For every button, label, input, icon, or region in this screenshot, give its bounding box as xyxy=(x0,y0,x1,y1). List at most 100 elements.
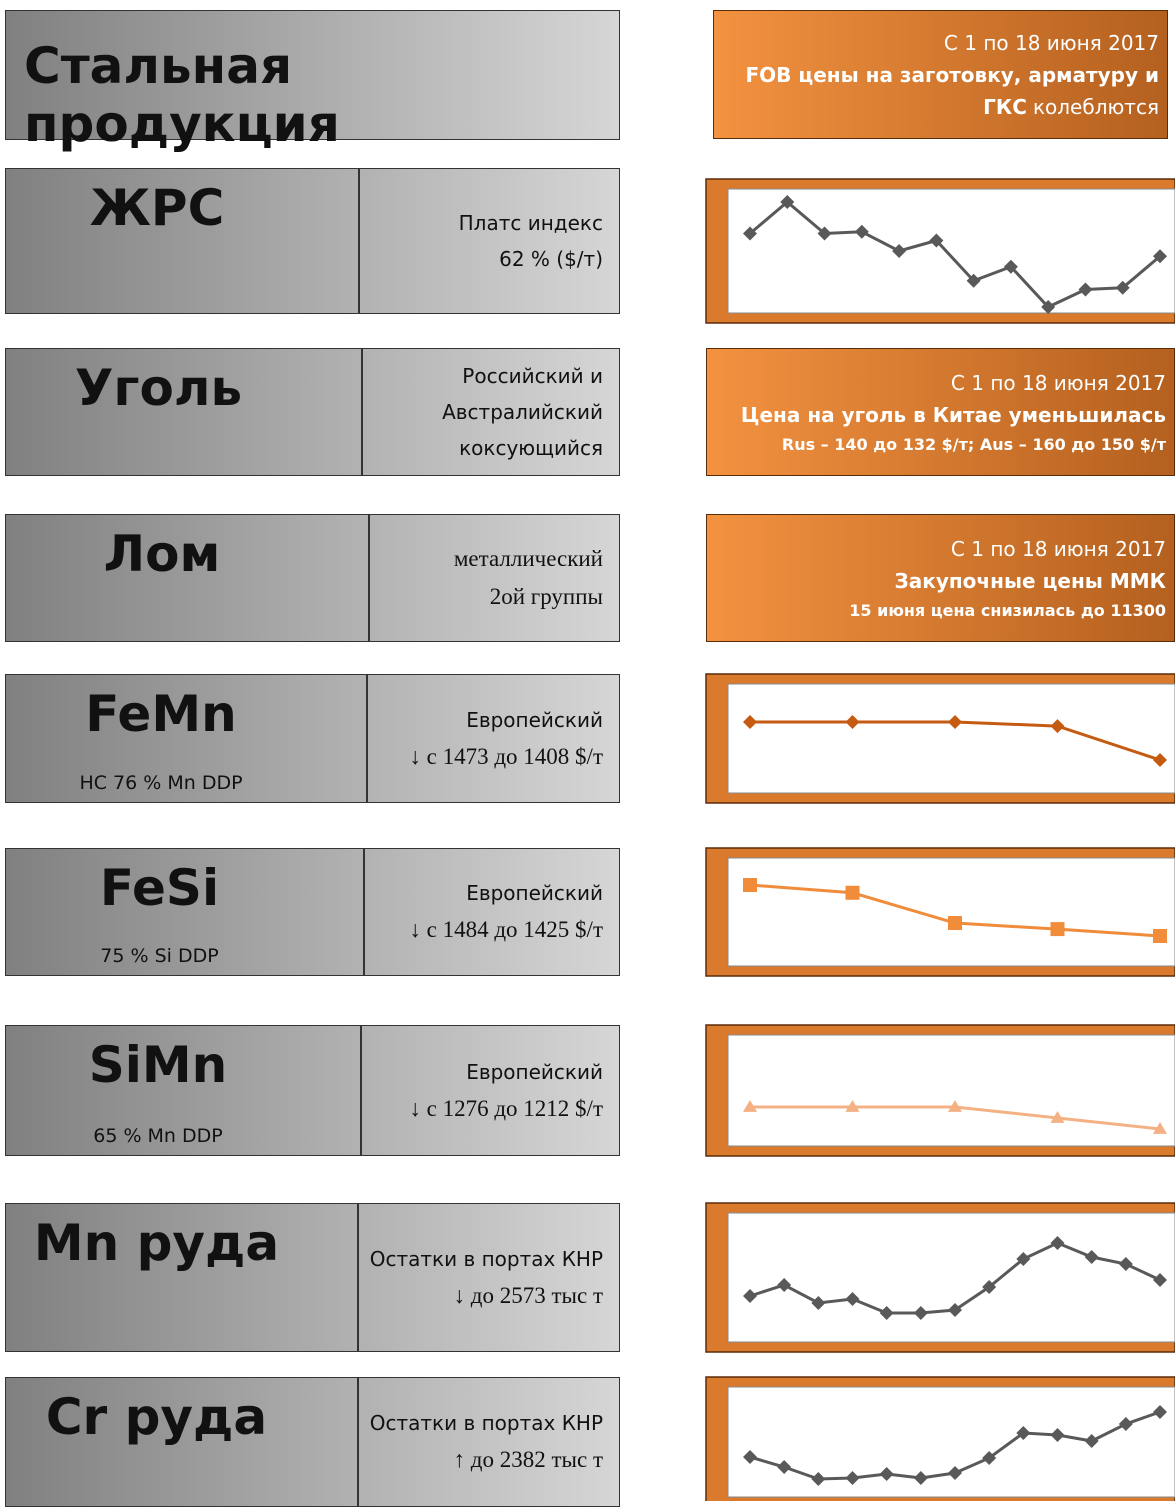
note-segment: FOB цены на заготовку, арматуру и xyxy=(745,62,1160,87)
row-box: FeSi 75 % Si DDP Европейский ↓ с 1484 до 14… xyxy=(5,848,620,976)
note-line: Закупочные цены ММК xyxy=(895,569,1166,593)
desc-line: ↓ с 1276 до 1212 $/т xyxy=(409,1095,603,1121)
marker xyxy=(948,916,962,931)
row-sub: HC 76 % Mn DDP xyxy=(79,772,243,794)
marker xyxy=(1118,1257,1133,1271)
desc-line: Европейский xyxy=(466,1059,603,1084)
marker xyxy=(982,1451,997,1465)
desc-line: металлический xyxy=(453,546,603,571)
row-desc: Европейский ↓ с 1473 до 1408 $/т xyxy=(409,675,603,802)
row-desc: Остатки в портах КНР ↓ до 2573 тыс т xyxy=(370,1204,603,1351)
row-name: Лом xyxy=(103,525,221,583)
marker xyxy=(929,233,944,248)
row-box: ЖРС Платс индекс 62 % ($/т) xyxy=(5,168,620,314)
note-segment: 15 июня цена снизилась до 11300 xyxy=(849,600,1166,620)
title-box: Стальная продукция xyxy=(5,10,620,153)
note-text: С 1 по 18 июня 2017 Закупочные цены ММК 15… xyxy=(849,515,1166,641)
desc-line: 2ой группы xyxy=(489,584,603,609)
marker xyxy=(892,244,907,258)
desc-line: ↑ до 2382 тыс т xyxy=(453,1447,603,1472)
desc-line: Остатки в портах КНР xyxy=(369,1411,603,1435)
desc-line: ↓ с 1484 до 1425 $/т xyxy=(409,917,603,942)
marker xyxy=(1084,1434,1099,1448)
divider xyxy=(358,169,360,313)
note-line: С 1 по 18 июня 2017 xyxy=(951,371,1166,395)
note-line: 15 июня цена снизилась до 11300 xyxy=(849,601,1166,620)
marker xyxy=(743,878,757,892)
marker xyxy=(1153,753,1167,767)
divider xyxy=(361,349,363,475)
plot-area xyxy=(727,683,1175,794)
note-box: С 1 по 18 июня 2017 Цена на уголь в Китае… xyxy=(706,348,1175,476)
plot-area xyxy=(727,1212,1175,1343)
note-segment: С 1 по 18 июня 2017 xyxy=(950,370,1166,395)
row-desc: Европейский ↓ с 1276 до 1212 $/т xyxy=(409,1026,603,1155)
row-desc: Европейский ↓ с 1484 до 1425 $/т xyxy=(409,849,603,975)
plot-area xyxy=(727,1386,1175,1498)
divider xyxy=(368,515,370,641)
marker xyxy=(1115,280,1130,295)
marker xyxy=(845,885,860,900)
marker xyxy=(1016,1426,1031,1440)
note-segment: С 1 по 18 июня 2017 xyxy=(943,30,1159,55)
row-name: Уголь xyxy=(74,359,243,417)
marker xyxy=(1153,249,1167,264)
marker xyxy=(845,1100,860,1112)
note-line: FOB цены на заготовку, арматуру и xyxy=(746,63,1160,87)
marker xyxy=(780,195,795,209)
marker xyxy=(743,1289,757,1303)
marker xyxy=(1050,1236,1065,1250)
marker xyxy=(777,1460,792,1474)
marker xyxy=(913,1306,928,1320)
note-line: С 1 по 18 июня 2017 xyxy=(944,31,1159,55)
desc-line: коксующийся xyxy=(459,436,603,460)
marker xyxy=(1050,719,1065,734)
note-text: С 1 по 18 июня 2017 FOB цены на заготовку… xyxy=(746,11,1160,138)
row-sub: 65 % Mn DDP xyxy=(93,1125,223,1147)
marker xyxy=(948,1303,962,1317)
desc-line: 62 % ($/т) xyxy=(499,247,603,271)
row-box: Mn руда Остатки в портах КНР ↓ до 2573 тыс… xyxy=(5,1203,620,1352)
marker xyxy=(743,715,757,729)
row-box: SiMn 65 % Mn DDP Европейский ↓ с 1276 до 12… xyxy=(5,1025,620,1156)
plot-area xyxy=(727,188,1175,314)
marker xyxy=(913,1471,928,1485)
desc-line: Платс индекс xyxy=(458,211,603,235)
note-line: Цена на уголь в Китае уменьшилась xyxy=(741,403,1166,427)
marker xyxy=(1050,922,1065,937)
desc-line: Остатки в портах КНР xyxy=(369,1246,603,1271)
note-box: С 1 по 18 июня 2017 Закупочные цены ММК 15… xyxy=(706,514,1175,642)
marker xyxy=(845,715,860,729)
note-segment: колеблются xyxy=(1032,94,1159,119)
marker xyxy=(879,1467,894,1481)
marker xyxy=(1084,1250,1099,1264)
marker xyxy=(1041,300,1056,314)
marker xyxy=(743,1100,757,1112)
marker xyxy=(1003,259,1018,274)
row-name: FeSi xyxy=(99,859,220,917)
row-desc: Платс индекс 62 % ($/т) xyxy=(459,169,603,313)
note-segment: Rus – 140 до 132 $/т; Aus – 160 до 150 $… xyxy=(781,434,1166,454)
plot-area xyxy=(727,1034,1175,1147)
row-name: Cr руда xyxy=(45,1388,268,1446)
note-segment: Закупочные цены ММК xyxy=(894,568,1166,593)
row-desc: металлический 2ой группы xyxy=(454,515,603,641)
marker xyxy=(811,1296,826,1310)
divider xyxy=(360,1026,362,1155)
marker xyxy=(743,1450,757,1464)
row-box: FeMn HC 76 % Mn DDP Европейский ↓ с 1473 до… xyxy=(5,674,620,803)
note-segment: ГКС xyxy=(983,94,1027,119)
row-desc: Российский и Австралийский коксующийся xyxy=(442,349,603,475)
row-box: Уголь Российский и Австралийский коксующийс… xyxy=(5,348,620,476)
desc-line: Австралийский xyxy=(442,400,603,424)
marker xyxy=(1153,1273,1167,1287)
desc-line: ↓ до 2573 тыс т xyxy=(453,1282,603,1308)
marker xyxy=(743,226,757,241)
plot-area xyxy=(727,857,1175,967)
note-line: ГКС колеблются xyxy=(983,95,1159,119)
marker xyxy=(1153,1405,1167,1419)
note-line: Rus – 140 до 132 $/т; Aus – 160 до 150 $… xyxy=(782,435,1166,454)
row-sub: 75 % Si DDP xyxy=(100,945,219,967)
